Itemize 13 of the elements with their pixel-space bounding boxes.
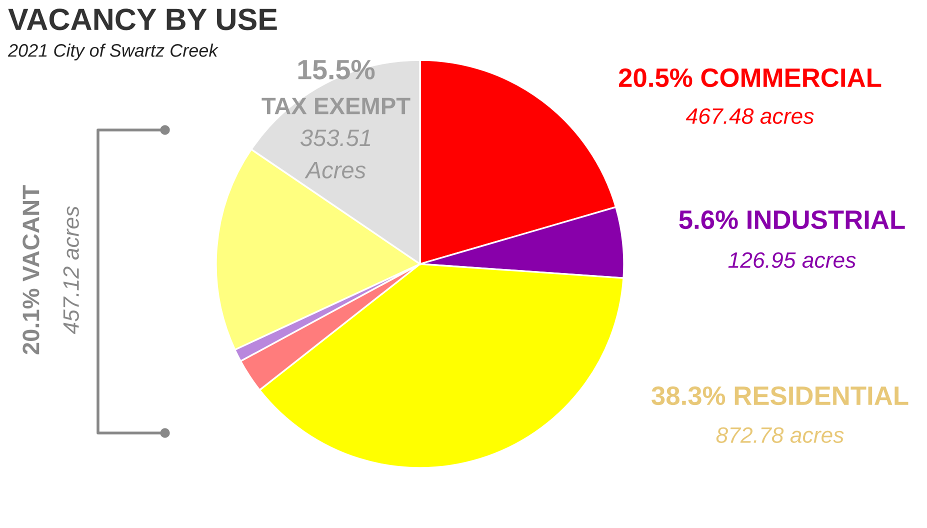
chart-subtitle: 2021 City of Swartz Creek xyxy=(8,44,218,60)
text: 126.95 acres xyxy=(728,252,856,268)
text: 872.78 acres xyxy=(716,427,844,443)
text: 457.12 acres xyxy=(63,206,79,334)
slice-label: 20.5% COMMERCIAL xyxy=(618,68,882,88)
slice-label: 38.3% RESIDENTIAL xyxy=(652,386,908,406)
slice-label: 5.6% INDUSTRIAL xyxy=(679,210,905,230)
text: 353.51 Acres xyxy=(300,129,370,178)
text: 467.48 acres xyxy=(686,108,814,124)
chart-title: VACANCY BY USE xyxy=(8,8,277,30)
data-label: 15.5% xyxy=(298,60,375,80)
text: 20.1% VACANT xyxy=(22,185,40,354)
slice-label: TAX EXEMPT xyxy=(262,98,410,114)
